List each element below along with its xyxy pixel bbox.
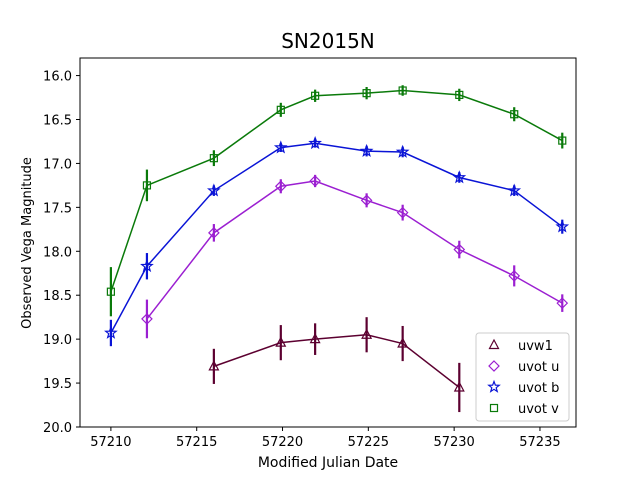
data-point — [455, 90, 464, 100]
data-point — [276, 105, 285, 114]
x-axis-label: Modified Julian Date — [258, 455, 398, 471]
data-point — [360, 194, 373, 207]
data-point — [362, 89, 371, 98]
data-point — [361, 328, 373, 339]
x-tick-label: 57220 — [262, 435, 303, 450]
series-uvw1 — [208, 317, 465, 413]
data-point — [558, 136, 567, 145]
axis-ticks: 57210 57215 57220 57225 57230 57235 16.0 16.5 17… — [43, 70, 561, 450]
data-point — [453, 243, 466, 256]
data-point — [208, 226, 220, 239]
y-axis-label: Observed Vega Magnitude — [20, 157, 35, 329]
y-tick-label: 17.5 — [43, 201, 72, 216]
x-tick-label: 57210 — [90, 435, 131, 450]
data-point — [359, 143, 374, 157]
data-point — [507, 183, 522, 197]
x-tick-label: 57215 — [176, 435, 217, 450]
x-tick-label: 57235 — [519, 435, 560, 450]
series-uvot-v — [106, 85, 567, 317]
legend-marker — [488, 360, 500, 372]
legend-box — [475, 332, 570, 422]
data-point — [106, 287, 115, 296]
series-line — [110, 89, 563, 292]
chart-title: SN2015N — [281, 29, 375, 53]
data-point — [274, 180, 287, 193]
plot-frame — [79, 57, 577, 428]
series-line — [146, 180, 563, 320]
data-point — [395, 144, 410, 158]
data-point — [397, 337, 409, 348]
y-tick-label: 16.0 — [43, 70, 72, 85]
legend: uvw1 uvot u uvot b uvot v — [475, 332, 570, 422]
data-point — [209, 154, 218, 163]
legend-marker — [487, 379, 501, 393]
data-point — [104, 325, 118, 339]
data-point — [452, 170, 467, 184]
legend-label: uvot u — [518, 360, 559, 375]
data-point — [508, 270, 521, 282]
data-point — [555, 219, 570, 233]
data-point — [275, 336, 287, 347]
data-point — [309, 175, 321, 187]
data-point — [140, 259, 154, 273]
data-point — [510, 110, 519, 119]
legend-label: uvw1 — [518, 339, 553, 354]
legend-marker — [488, 338, 500, 350]
y-tick-label: 16.5 — [43, 114, 72, 129]
data-point — [311, 91, 320, 100]
data-point — [308, 135, 322, 150]
y-tick-label: 19.5 — [43, 377, 72, 392]
legend-marker — [489, 403, 499, 413]
series-line — [110, 142, 563, 334]
data-point — [207, 183, 221, 197]
y-tick-label: 18.5 — [43, 289, 72, 304]
series-line — [213, 333, 460, 389]
y-tick-label: 17.0 — [43, 157, 72, 172]
series-uvot-b — [104, 135, 570, 347]
plot-area — [104, 85, 570, 413]
y-tick-label: 18.0 — [43, 245, 72, 260]
data-point — [141, 313, 153, 325]
data-point — [208, 360, 220, 371]
series-uvot-u — [141, 174, 569, 339]
data-point — [453, 381, 465, 392]
x-tick-label: 57225 — [348, 435, 389, 450]
y-tick-label: 20.0 — [43, 421, 72, 436]
y-tick-label: 19.0 — [43, 333, 72, 348]
data-point — [556, 297, 569, 309]
x-tick-label: 57230 — [433, 435, 474, 450]
data-point — [309, 332, 321, 344]
data-point — [142, 181, 152, 190]
data-point — [273, 140, 288, 154]
data-point — [398, 86, 407, 95]
legend-label: uvot v — [518, 402, 559, 417]
legend-label: uvot b — [518, 381, 559, 396]
data-point — [396, 206, 409, 219]
